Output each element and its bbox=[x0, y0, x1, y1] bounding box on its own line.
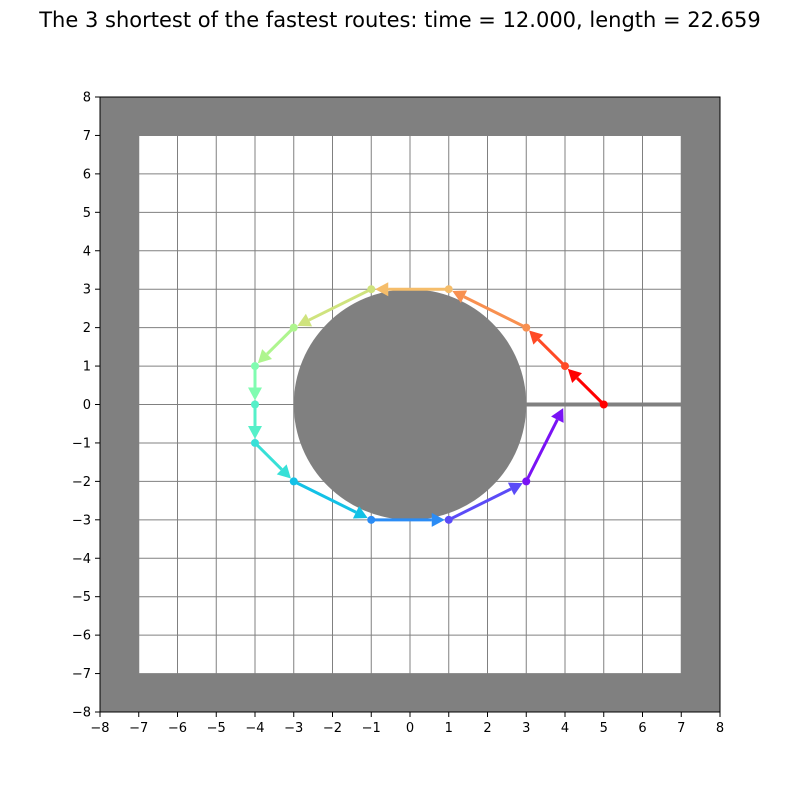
y-tick-label: −7 bbox=[72, 667, 91, 682]
route-waypoint bbox=[251, 400, 259, 409]
x-tick-label: 5 bbox=[600, 721, 608, 736]
route-segment-line bbox=[253, 441, 283, 471]
route-arrowhead bbox=[551, 408, 564, 423]
route-segment bbox=[297, 285, 376, 327]
route-segment-line bbox=[308, 287, 372, 322]
x-tick-label: 7 bbox=[677, 721, 685, 736]
y-tick-label: 8 bbox=[83, 91, 91, 106]
route-segment bbox=[251, 438, 291, 479]
y-tick-label: 5 bbox=[83, 206, 91, 221]
route-waypoint bbox=[289, 477, 298, 486]
x-tick-label: −5 bbox=[207, 721, 226, 736]
x-tick-label: −3 bbox=[284, 721, 303, 736]
route-waypoint bbox=[289, 323, 298, 332]
route-segment-line bbox=[293, 480, 357, 514]
route-waypoint bbox=[444, 285, 453, 294]
route-segment bbox=[289, 477, 368, 519]
route-arrowhead bbox=[431, 512, 445, 527]
obstacle-circle bbox=[293, 289, 527, 520]
x-tick-label: −8 bbox=[90, 721, 109, 736]
y-tick-label: −2 bbox=[72, 475, 91, 490]
route-segment bbox=[375, 282, 453, 297]
route-segment-line bbox=[524, 419, 559, 483]
x-tick-label: −4 bbox=[245, 721, 264, 736]
route-arrowhead bbox=[375, 282, 389, 297]
route-segment bbox=[367, 512, 445, 527]
route-segment bbox=[257, 323, 298, 364]
route-arrowhead bbox=[276, 464, 291, 479]
y-tick-label: 7 bbox=[83, 129, 91, 144]
y-tick-label: 0 bbox=[83, 398, 91, 413]
x-tick-label: −1 bbox=[362, 721, 381, 736]
y-tick-label: −5 bbox=[72, 590, 91, 605]
route-segment-line bbox=[576, 376, 605, 406]
route-arrowhead bbox=[567, 368, 582, 384]
route-arrowhead bbox=[507, 482, 523, 496]
route-segment bbox=[529, 330, 569, 371]
x-tick-label: 2 bbox=[483, 721, 491, 736]
y-tick-label: −6 bbox=[72, 629, 91, 644]
x-tick-label: 4 bbox=[561, 721, 569, 736]
route-waypoint bbox=[367, 285, 376, 294]
route-arrowhead bbox=[257, 349, 272, 364]
x-tick-label: 3 bbox=[522, 721, 530, 736]
route-arrowhead bbox=[248, 425, 262, 439]
y-tick-label: −3 bbox=[72, 513, 91, 528]
route-arrowhead bbox=[452, 290, 468, 304]
route-waypoint bbox=[599, 400, 608, 409]
route-segment-line bbox=[463, 295, 527, 329]
chart-title: The 3 shortest of the fastest routes: ti… bbox=[39, 8, 761, 32]
y-tick-label: 4 bbox=[83, 244, 91, 259]
route-arrowhead bbox=[248, 387, 262, 401]
route-waypoint bbox=[367, 515, 376, 524]
y-tick-label: 6 bbox=[83, 167, 91, 182]
route-segment bbox=[248, 362, 262, 401]
route-segment bbox=[248, 400, 262, 439]
route-waypoint bbox=[561, 362, 569, 371]
route-arrowhead bbox=[529, 330, 544, 345]
x-tick-label: −6 bbox=[168, 721, 187, 736]
route-waypoint bbox=[522, 323, 531, 332]
x-tick-label: −7 bbox=[129, 721, 148, 736]
route-segment bbox=[444, 482, 523, 524]
route-arrowhead bbox=[352, 505, 368, 519]
x-tick-label: 6 bbox=[638, 721, 646, 736]
route-segment bbox=[567, 368, 608, 409]
x-tick-label: −2 bbox=[323, 721, 342, 736]
route-segment-line bbox=[537, 338, 567, 368]
y-tick-label: 2 bbox=[83, 321, 91, 336]
x-tick-label: 0 bbox=[406, 721, 414, 736]
route-waypoint bbox=[251, 438, 259, 447]
route-waypoint bbox=[522, 477, 531, 486]
route-waypoint bbox=[251, 362, 259, 371]
route-segment bbox=[452, 290, 531, 332]
y-tick-label: 1 bbox=[83, 360, 91, 375]
y-tick-label: −4 bbox=[72, 552, 91, 567]
y-tick-label: −1 bbox=[72, 436, 91, 451]
y-tick-label: 3 bbox=[83, 283, 91, 298]
route-arrowhead bbox=[297, 313, 313, 327]
y-tick-label: −8 bbox=[72, 706, 91, 721]
route-segment bbox=[522, 408, 564, 486]
route-segment-line bbox=[448, 487, 512, 522]
x-tick-label: 8 bbox=[716, 721, 724, 736]
x-tick-label: 1 bbox=[445, 721, 453, 736]
route-segment-line bbox=[266, 326, 295, 356]
route-waypoint bbox=[444, 515, 453, 524]
